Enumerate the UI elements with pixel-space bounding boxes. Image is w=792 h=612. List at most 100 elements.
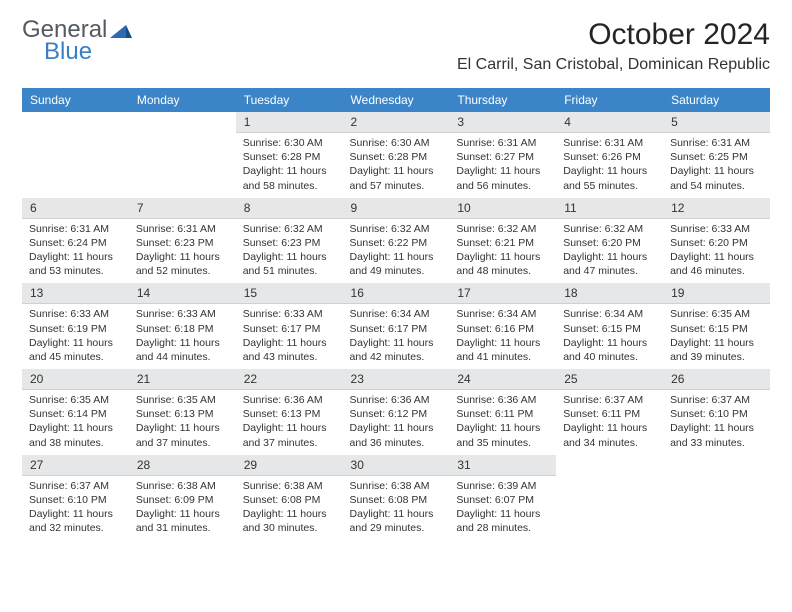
calendar-day-cell: 10Sunrise: 6:32 AMSunset: 6:21 PMDayligh… (449, 198, 556, 284)
calendar-day-cell: 29Sunrise: 6:38 AMSunset: 6:08 PMDayligh… (236, 455, 343, 541)
day-number: 21 (129, 369, 236, 390)
day-number: 7 (129, 198, 236, 219)
calendar-day-cell: 15Sunrise: 6:33 AMSunset: 6:17 PMDayligh… (236, 283, 343, 369)
day-number: 3 (449, 112, 556, 133)
calendar-empty-cell (22, 112, 129, 198)
day-number: 5 (663, 112, 770, 133)
calendar-day-cell: 3Sunrise: 6:31 AMSunset: 6:27 PMDaylight… (449, 112, 556, 198)
weekday-header: Tuesday (236, 88, 343, 112)
calendar-day-cell: 2Sunrise: 6:30 AMSunset: 6:28 PMDaylight… (343, 112, 450, 198)
page-header: General Blue October 2024 El Carril, San… (22, 18, 770, 74)
day-number: 4 (556, 112, 663, 133)
day-number: 17 (449, 283, 556, 304)
day-number: 31 (449, 455, 556, 476)
day-details: Sunrise: 6:35 AMSunset: 6:15 PMDaylight:… (663, 304, 770, 369)
day-details: Sunrise: 6:32 AMSunset: 6:22 PMDaylight:… (343, 219, 450, 284)
calendar-day-cell: 30Sunrise: 6:38 AMSunset: 6:08 PMDayligh… (343, 455, 450, 541)
calendar-day-cell: 14Sunrise: 6:33 AMSunset: 6:18 PMDayligh… (129, 283, 236, 369)
calendar-day-cell: 27Sunrise: 6:37 AMSunset: 6:10 PMDayligh… (22, 455, 129, 541)
day-number: 12 (663, 198, 770, 219)
day-number: 8 (236, 198, 343, 219)
calendar-day-cell: 4Sunrise: 6:31 AMSunset: 6:26 PMDaylight… (556, 112, 663, 198)
calendar-table: SundayMondayTuesdayWednesdayThursdayFrid… (22, 88, 770, 540)
calendar-day-cell: 25Sunrise: 6:37 AMSunset: 6:11 PMDayligh… (556, 369, 663, 455)
calendar-day-cell: 23Sunrise: 6:36 AMSunset: 6:12 PMDayligh… (343, 369, 450, 455)
day-details: Sunrise: 6:31 AMSunset: 6:23 PMDaylight:… (129, 219, 236, 284)
day-number: 29 (236, 455, 343, 476)
calendar-day-cell: 28Sunrise: 6:38 AMSunset: 6:09 PMDayligh… (129, 455, 236, 541)
calendar-week-row: 27Sunrise: 6:37 AMSunset: 6:10 PMDayligh… (22, 455, 770, 541)
calendar-day-cell: 26Sunrise: 6:37 AMSunset: 6:10 PMDayligh… (663, 369, 770, 455)
day-details: Sunrise: 6:37 AMSunset: 6:11 PMDaylight:… (556, 390, 663, 455)
calendar-day-cell: 16Sunrise: 6:34 AMSunset: 6:17 PMDayligh… (343, 283, 450, 369)
calendar-week-row: 13Sunrise: 6:33 AMSunset: 6:19 PMDayligh… (22, 283, 770, 369)
calendar-day-cell: 9Sunrise: 6:32 AMSunset: 6:22 PMDaylight… (343, 198, 450, 284)
weekday-header: Thursday (449, 88, 556, 112)
day-number: 27 (22, 455, 129, 476)
calendar-day-cell: 31Sunrise: 6:39 AMSunset: 6:07 PMDayligh… (449, 455, 556, 541)
calendar-day-cell: 21Sunrise: 6:35 AMSunset: 6:13 PMDayligh… (129, 369, 236, 455)
day-details: Sunrise: 6:32 AMSunset: 6:23 PMDaylight:… (236, 219, 343, 284)
calendar-day-cell: 19Sunrise: 6:35 AMSunset: 6:15 PMDayligh… (663, 283, 770, 369)
calendar-day-cell: 11Sunrise: 6:32 AMSunset: 6:20 PMDayligh… (556, 198, 663, 284)
weekday-header: Wednesday (343, 88, 450, 112)
title-block: October 2024 El Carril, San Cristobal, D… (457, 18, 770, 74)
day-number: 22 (236, 369, 343, 390)
day-number: 20 (22, 369, 129, 390)
location-subtitle: El Carril, San Cristobal, Dominican Repu… (457, 56, 770, 74)
day-details: Sunrise: 6:31 AMSunset: 6:27 PMDaylight:… (449, 133, 556, 198)
calendar-day-cell: 22Sunrise: 6:36 AMSunset: 6:13 PMDayligh… (236, 369, 343, 455)
day-details: Sunrise: 6:36 AMSunset: 6:12 PMDaylight:… (343, 390, 450, 455)
day-details: Sunrise: 6:38 AMSunset: 6:08 PMDaylight:… (343, 476, 450, 541)
weekday-header: Monday (129, 88, 236, 112)
day-details: Sunrise: 6:32 AMSunset: 6:20 PMDaylight:… (556, 219, 663, 284)
day-number: 1 (236, 112, 343, 133)
calendar-day-cell: 1Sunrise: 6:30 AMSunset: 6:28 PMDaylight… (236, 112, 343, 198)
calendar-day-cell: 18Sunrise: 6:34 AMSunset: 6:15 PMDayligh… (556, 283, 663, 369)
day-number: 18 (556, 283, 663, 304)
logo: General Blue (22, 18, 132, 64)
day-details: Sunrise: 6:31 AMSunset: 6:24 PMDaylight:… (22, 219, 129, 284)
day-details: Sunrise: 6:39 AMSunset: 6:07 PMDaylight:… (449, 476, 556, 541)
day-details: Sunrise: 6:30 AMSunset: 6:28 PMDaylight:… (236, 133, 343, 198)
day-details: Sunrise: 6:34 AMSunset: 6:15 PMDaylight:… (556, 304, 663, 369)
day-number: 9 (343, 198, 450, 219)
day-number: 14 (129, 283, 236, 304)
day-details: Sunrise: 6:33 AMSunset: 6:17 PMDaylight:… (236, 304, 343, 369)
calendar-day-cell: 13Sunrise: 6:33 AMSunset: 6:19 PMDayligh… (22, 283, 129, 369)
calendar-day-cell: 7Sunrise: 6:31 AMSunset: 6:23 PMDaylight… (129, 198, 236, 284)
calendar-week-row: 20Sunrise: 6:35 AMSunset: 6:14 PMDayligh… (22, 369, 770, 455)
day-details: Sunrise: 6:36 AMSunset: 6:11 PMDaylight:… (449, 390, 556, 455)
calendar-day-cell: 8Sunrise: 6:32 AMSunset: 6:23 PMDaylight… (236, 198, 343, 284)
day-number: 6 (22, 198, 129, 219)
calendar-empty-cell (556, 455, 663, 541)
day-details: Sunrise: 6:38 AMSunset: 6:08 PMDaylight:… (236, 476, 343, 541)
day-details: Sunrise: 6:35 AMSunset: 6:13 PMDaylight:… (129, 390, 236, 455)
calendar-day-cell: 5Sunrise: 6:31 AMSunset: 6:25 PMDaylight… (663, 112, 770, 198)
calendar-body: 1Sunrise: 6:30 AMSunset: 6:28 PMDaylight… (22, 112, 770, 540)
month-title: October 2024 (457, 18, 770, 52)
day-number: 19 (663, 283, 770, 304)
day-details: Sunrise: 6:37 AMSunset: 6:10 PMDaylight:… (22, 476, 129, 541)
day-number: 26 (663, 369, 770, 390)
day-details: Sunrise: 6:37 AMSunset: 6:10 PMDaylight:… (663, 390, 770, 455)
day-details: Sunrise: 6:31 AMSunset: 6:25 PMDaylight:… (663, 133, 770, 198)
calendar-empty-cell (663, 455, 770, 541)
calendar-week-row: 1Sunrise: 6:30 AMSunset: 6:28 PMDaylight… (22, 112, 770, 198)
calendar-day-cell: 12Sunrise: 6:33 AMSunset: 6:20 PMDayligh… (663, 198, 770, 284)
day-details: Sunrise: 6:32 AMSunset: 6:21 PMDaylight:… (449, 219, 556, 284)
day-details: Sunrise: 6:34 AMSunset: 6:17 PMDaylight:… (343, 304, 450, 369)
day-number: 25 (556, 369, 663, 390)
calendar-day-cell: 24Sunrise: 6:36 AMSunset: 6:11 PMDayligh… (449, 369, 556, 455)
day-number: 24 (449, 369, 556, 390)
calendar-empty-cell (129, 112, 236, 198)
day-details: Sunrise: 6:31 AMSunset: 6:26 PMDaylight:… (556, 133, 663, 198)
day-details: Sunrise: 6:33 AMSunset: 6:20 PMDaylight:… (663, 219, 770, 284)
weekday-header: Sunday (22, 88, 129, 112)
calendar-header-row: SundayMondayTuesdayWednesdayThursdayFrid… (22, 88, 770, 112)
logo-text-blue: Blue (44, 40, 132, 64)
day-number: 28 (129, 455, 236, 476)
day-details: Sunrise: 6:36 AMSunset: 6:13 PMDaylight:… (236, 390, 343, 455)
day-number: 10 (449, 198, 556, 219)
day-number: 16 (343, 283, 450, 304)
